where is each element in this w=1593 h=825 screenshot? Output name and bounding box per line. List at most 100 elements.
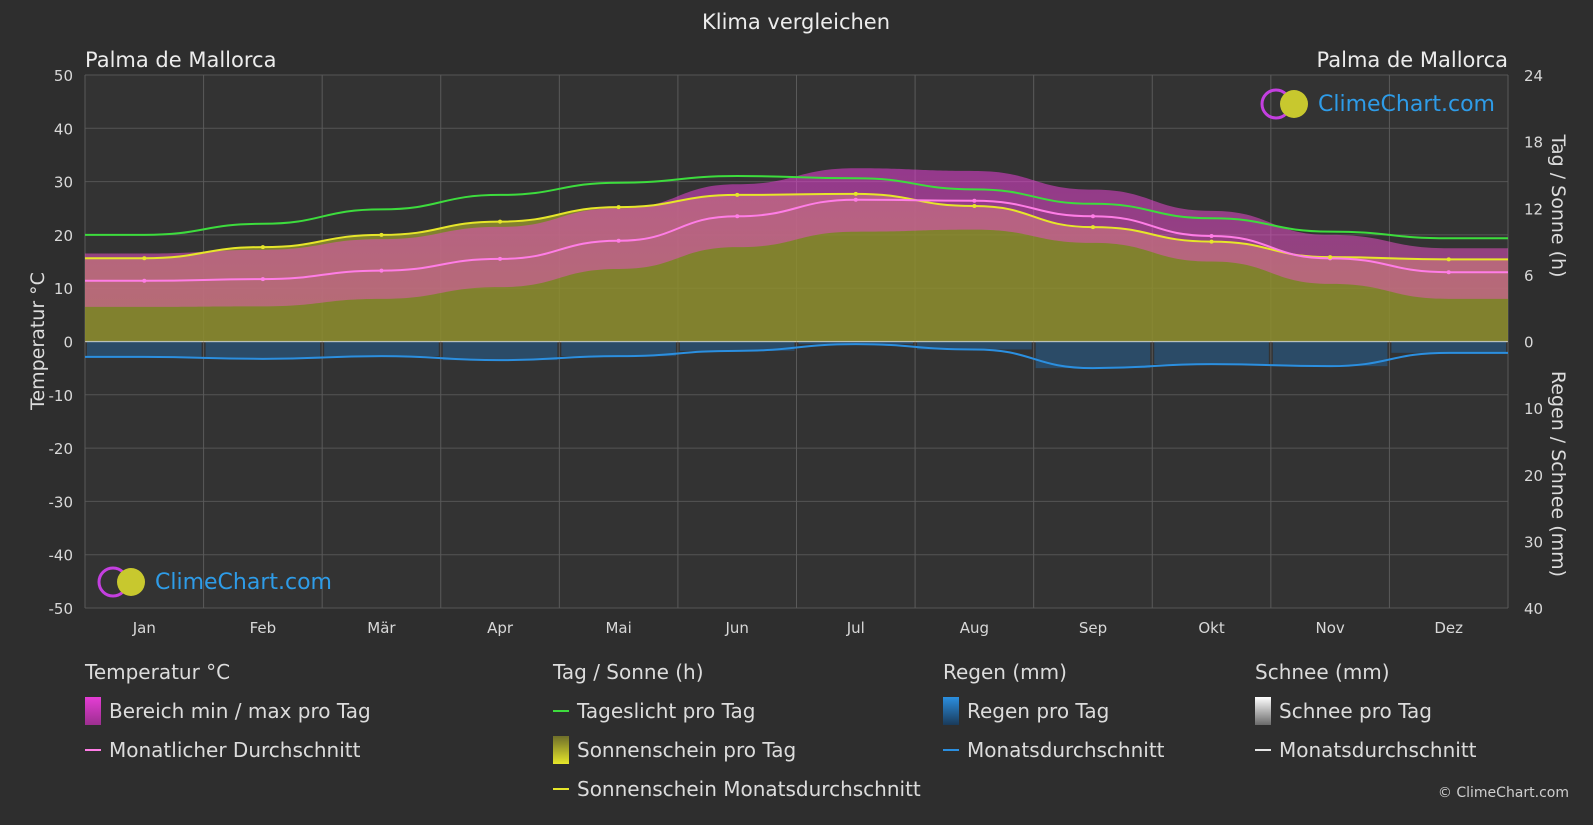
x-tick-label: Mai: [605, 619, 631, 637]
temperature-average-point: [1446, 270, 1451, 275]
y-left-tick-label: -20: [49, 440, 74, 458]
sunshine-area: [85, 193, 1508, 342]
legend-item: Sonnenschein Monatsdurchschnitt: [553, 776, 921, 802]
copyright: © ClimeChart.com: [1437, 785, 1569, 801]
y-right-bottom-tick-label: 20: [1524, 467, 1543, 485]
sunshine-average-point: [1446, 257, 1451, 262]
temperature-average-point: [142, 278, 147, 283]
y-left-tick-label: 40: [54, 120, 73, 138]
temperature-average-point: [735, 214, 740, 219]
legend-title: Temperatur °C: [85, 660, 231, 684]
x-tick-label: Jan: [132, 619, 156, 637]
brand-name-bottom: ClimeChart.com: [155, 569, 332, 595]
brand-name-top: ClimeChart.com: [1318, 91, 1495, 117]
legend-label: Schnee pro Tag: [1279, 699, 1432, 723]
temperature-average-point: [972, 198, 977, 203]
legend-swatch: [85, 749, 101, 751]
rain-bar: [1391, 341, 1506, 353]
temperature-average-point: [498, 256, 503, 261]
legend-item: Bereich min / max pro Tag: [85, 697, 371, 725]
x-tick-label: Jun: [724, 619, 748, 637]
rain-bar: [1154, 341, 1269, 365]
rain-bar: [442, 341, 558, 361]
x-tick-label: Apr: [487, 619, 514, 637]
temperature-average-point: [260, 277, 265, 282]
y-left-label: Temperatur °C: [27, 272, 49, 411]
legend-title: Tag / Sonne (h): [553, 660, 704, 684]
y-left-tick-label: 20: [54, 227, 73, 245]
sunshine-average-point: [260, 245, 265, 250]
temperature-average-point: [1090, 214, 1095, 219]
legend-label: Monatsdurchschnitt: [967, 738, 1165, 762]
legend-swatch: [1255, 749, 1271, 751]
legend-label: Bereich min / max pro Tag: [109, 699, 371, 723]
temperature-average-line: [85, 198, 1508, 282]
y-left-tick-label: -50: [49, 600, 74, 618]
legend-swatch: [553, 710, 569, 712]
legend-item: Monatsdurchschnitt: [943, 737, 1165, 763]
rain-bar: [324, 341, 439, 357]
legend-title: Regen (mm): [943, 660, 1067, 684]
temperature-average-point: [853, 197, 858, 202]
x-tick-label: Sep: [1079, 619, 1107, 637]
y-left-tick-label: 10: [54, 280, 73, 298]
y-right-top-tick-label: 18: [1524, 134, 1543, 152]
legend-item: Monatlicher Durchschnitt: [85, 737, 371, 763]
y-right-bottom-tick-label: 10: [1524, 400, 1543, 418]
x-tick-label: Feb: [250, 619, 277, 637]
sunshine-average-point: [1090, 225, 1095, 230]
sunshine-average-point: [972, 204, 977, 209]
legend-snow: Schnee (mm) Schnee pro Tag Monatsdurchsc…: [1255, 660, 1477, 776]
sunshine-average-point: [853, 191, 858, 196]
x-tick-label: Aug: [960, 619, 989, 637]
sunshine-average-point: [142, 256, 147, 261]
legend-item: Schnee pro Tag: [1255, 697, 1477, 725]
x-tick-label: Okt: [1198, 619, 1224, 637]
location-left: Palma de Mallorca: [85, 48, 276, 72]
legend-swatch: [943, 697, 959, 725]
y-left-tick-label: -40: [49, 547, 74, 565]
legend-item: Monatsdurchschnitt: [1255, 737, 1477, 763]
x-tick-label: Mär: [367, 619, 396, 637]
legend-swatch: [943, 749, 959, 751]
legend-title: Schnee (mm): [1255, 660, 1390, 684]
legend-label: Monatlicher Durchschnitt: [109, 738, 361, 762]
y-left-tick-label: -10: [49, 387, 74, 405]
legend-temperature: Temperatur °C Bereich min / max pro Tag …: [85, 660, 371, 776]
y-right-top-label: Tag / Sonne (h): [1547, 133, 1569, 277]
legend-item: Regen pro Tag: [943, 697, 1165, 725]
legend-label: Sonnenschein pro Tag: [577, 738, 797, 762]
brand-logo-icon: [1260, 88, 1308, 120]
location-right: Palma de Mallorca: [1317, 48, 1508, 72]
sunshine-average-point: [616, 205, 621, 210]
y-right-top-tick-label: 24: [1524, 67, 1543, 85]
rain-bar: [87, 341, 202, 357]
temperature-average-point: [616, 238, 621, 243]
legend-rain: Regen (mm) Regen pro Tag Monatsdurchschn…: [943, 660, 1165, 776]
x-tick-label: Nov: [1315, 619, 1344, 637]
legend-sun: Tag / Sonne (h) Tageslicht pro Tag Sonne…: [553, 660, 921, 815]
legend-item: Sonnenschein pro Tag: [553, 736, 921, 764]
sunshine-average-point: [498, 219, 503, 224]
y-right-top-tick-label: 12: [1524, 200, 1543, 218]
y-left-tick-label: 30: [54, 174, 73, 192]
chart-title: Klima vergleichen: [702, 10, 890, 34]
rain-bar: [205, 341, 321, 359]
brand-logo-icon: [97, 566, 145, 598]
y-left-tick-label: 50: [54, 67, 73, 85]
rain-bar: [561, 341, 676, 357]
temperature-average-point: [1209, 233, 1214, 238]
sunshine-average-point: [1328, 255, 1333, 260]
sunshine-average-point: [1209, 239, 1214, 244]
legend-swatch: [553, 788, 569, 790]
sunshine-average-point: [735, 192, 740, 197]
brand-logo-top: ClimeChart.com: [1258, 86, 1495, 122]
legend-swatch: [1255, 697, 1271, 725]
legend-label: Monatsdurchschnitt: [1279, 738, 1477, 762]
legend-label: Sonnenschein Monatsdurchschnitt: [577, 777, 921, 801]
rain-bar: [679, 341, 795, 351]
daylight-line: [85, 175, 1508, 240]
rain-average-line: [85, 343, 1508, 370]
temperature-average-point: [379, 268, 384, 273]
